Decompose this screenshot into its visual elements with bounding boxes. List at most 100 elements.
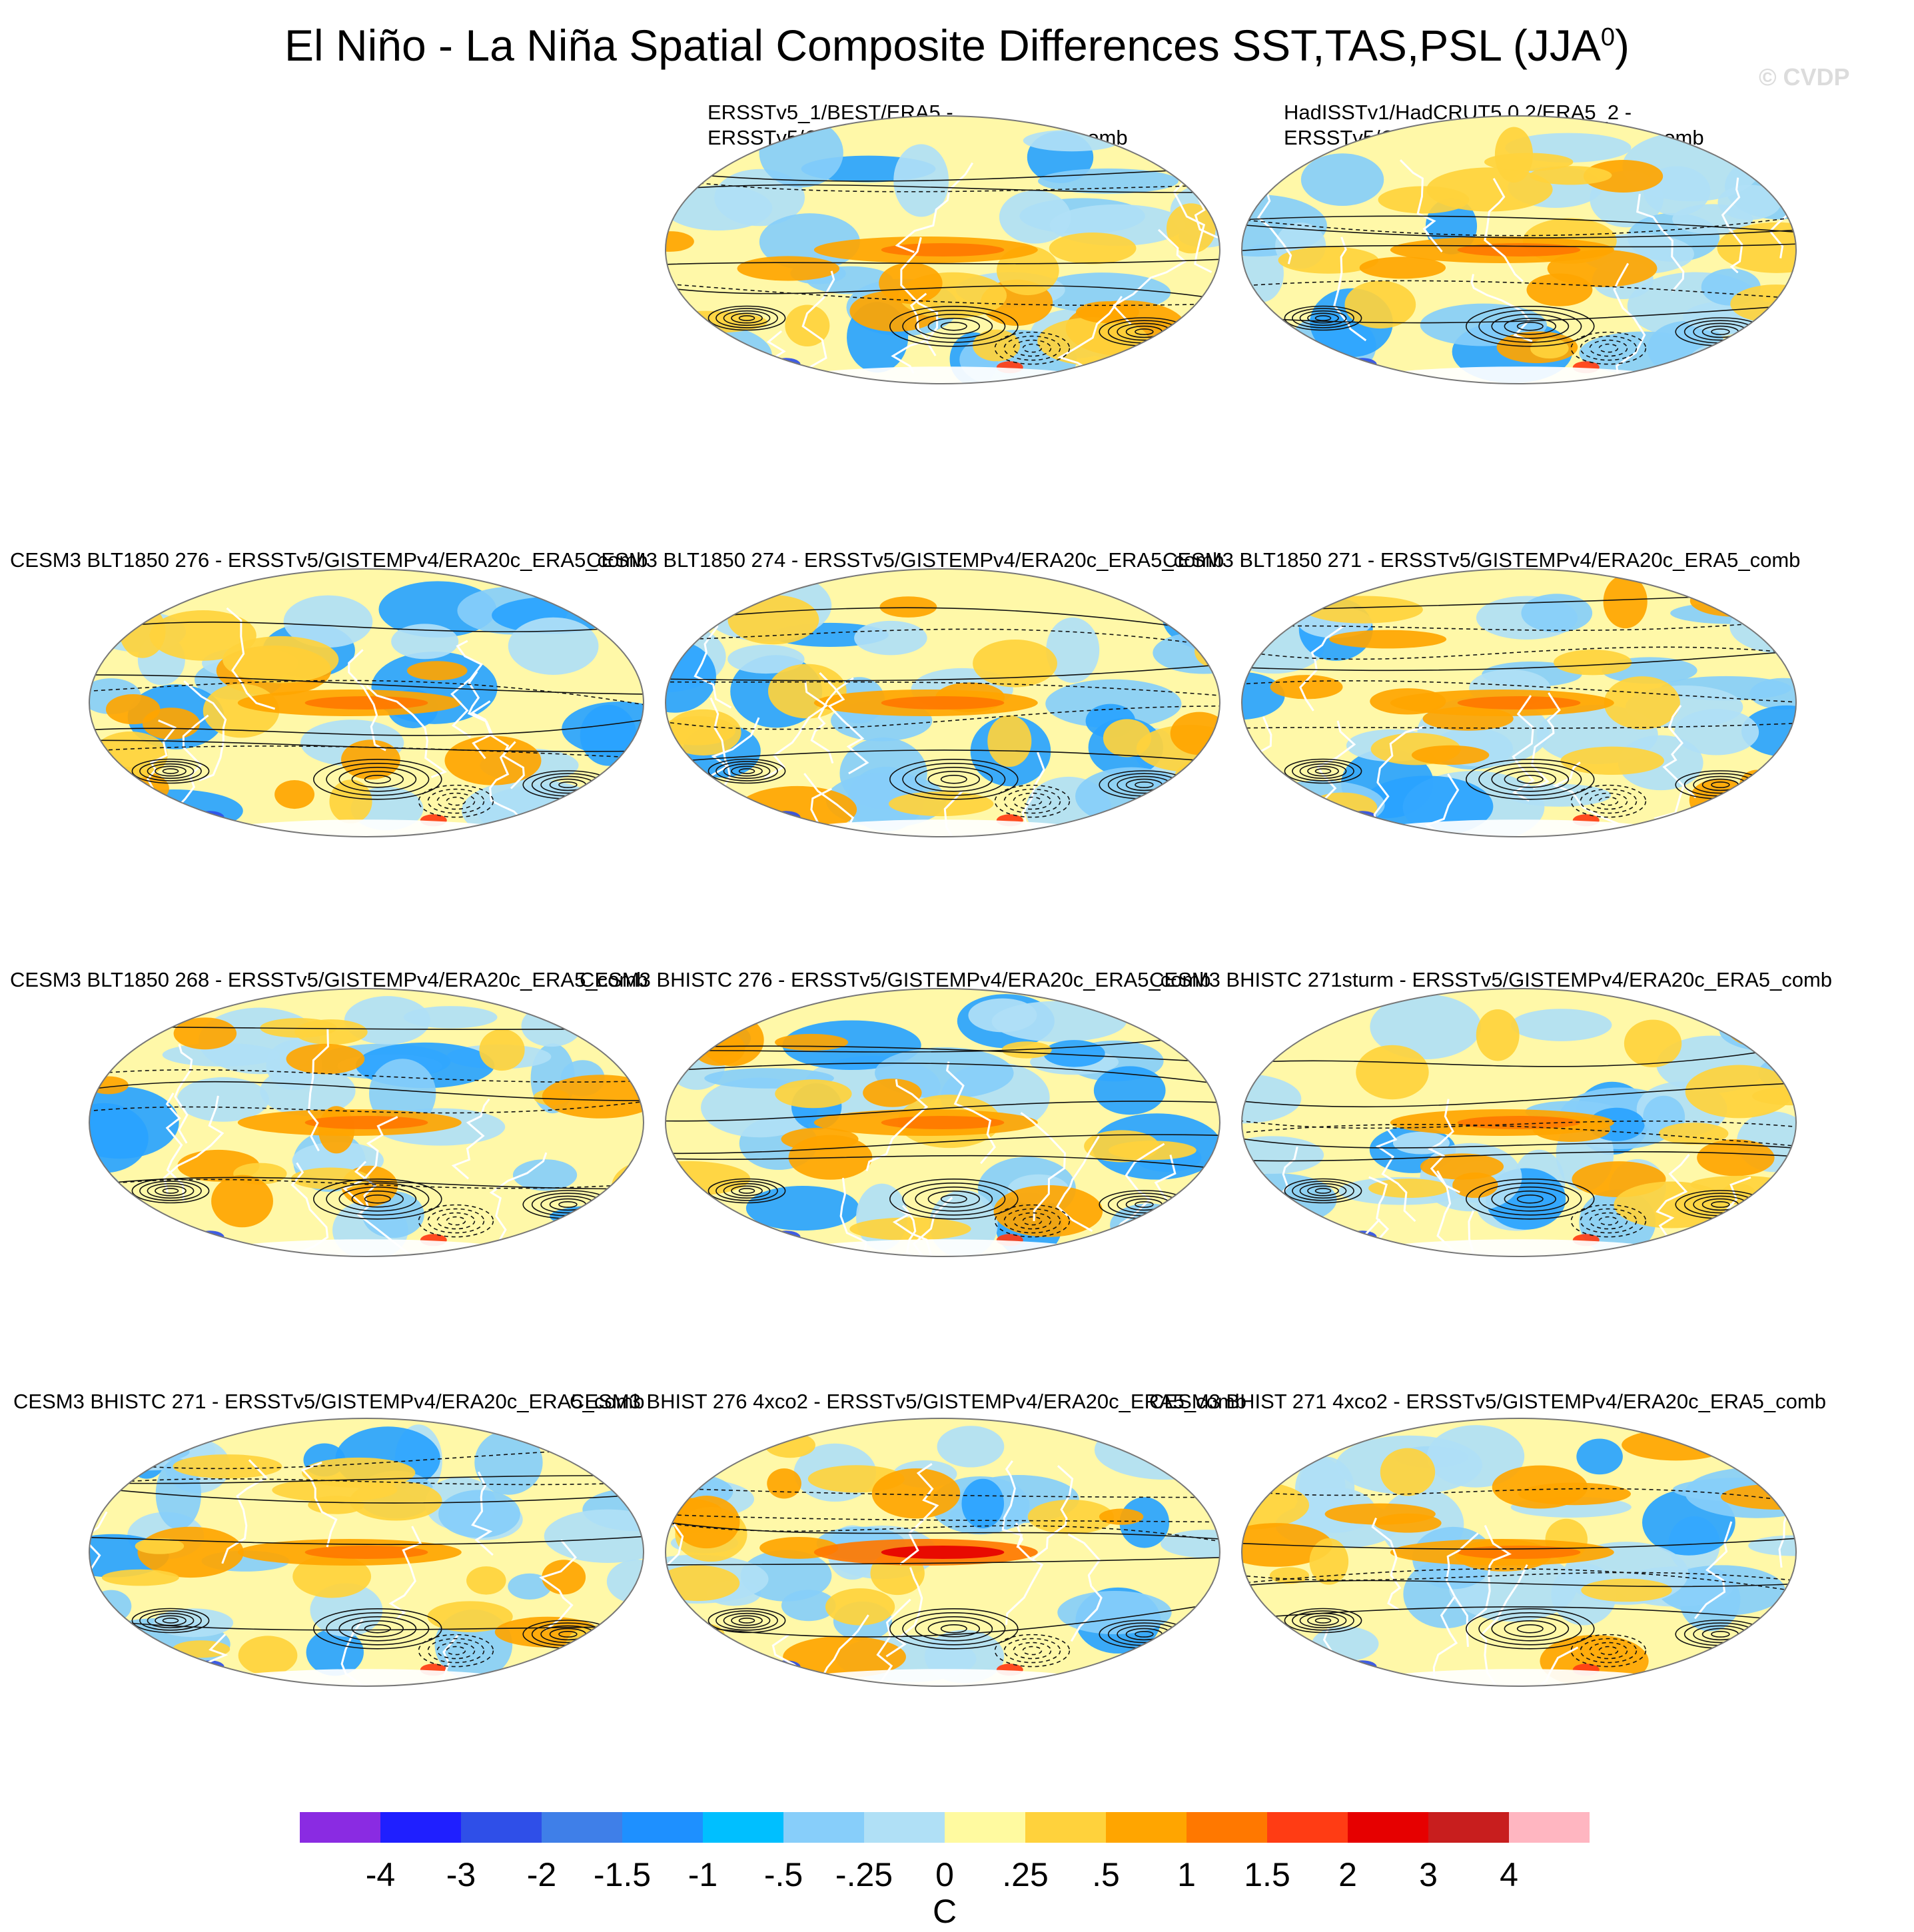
warm-anomaly-patch bbox=[1518, 1482, 1632, 1506]
colorbar-swatch bbox=[300, 1812, 380, 1843]
warm-anomaly-patch bbox=[1374, 1513, 1442, 1533]
psl-contour bbox=[716, 308, 778, 328]
panel-title: CESM3 BHISTC 276 - ERSSTv5/GISTEMPv4/ERA… bbox=[580, 967, 1211, 993]
panel-title-line: CESM3 BHISTC 276 - ERSSTv5/GISTEMPv4/ERA… bbox=[580, 968, 1211, 991]
psl-contour bbox=[338, 766, 417, 792]
map-panel bbox=[663, 986, 1222, 1262]
coastline bbox=[432, 1634, 464, 1686]
colorbar-swatch bbox=[945, 1812, 1025, 1843]
panel-title-line: CESM3 BHISTC 271sturm - ERSSTv5/GISTEMPv… bbox=[1149, 968, 1833, 991]
psl-contour bbox=[1504, 1190, 1556, 1208]
psl-contour bbox=[915, 766, 993, 792]
psl-contour bbox=[708, 1178, 786, 1204]
psl-contour-line bbox=[666, 1045, 1220, 1063]
psl-contour-line bbox=[1242, 1045, 1796, 1067]
psl-contour bbox=[731, 1615, 763, 1626]
psl-contour bbox=[1284, 305, 1362, 331]
psl-contour bbox=[1299, 310, 1347, 326]
psl-contour bbox=[1465, 758, 1595, 800]
cool-anomaly-patch bbox=[666, 640, 716, 713]
coastline bbox=[226, 607, 276, 710]
colorbar-tick-label: 4 bbox=[1500, 1856, 1518, 1893]
cool-anomaly-patch bbox=[1045, 679, 1182, 728]
psl-contour bbox=[558, 1201, 578, 1208]
cool-anomaly-patch bbox=[580, 704, 637, 766]
cool-anomaly-patch bbox=[1093, 1066, 1166, 1115]
psl-contour bbox=[1478, 1612, 1582, 1646]
warm-anomaly-patch bbox=[765, 1432, 815, 1458]
psl-contour bbox=[723, 1612, 771, 1629]
warm-anomaly-patch bbox=[542, 1075, 644, 1119]
psl-contour-line bbox=[1242, 619, 1796, 631]
psl-contour bbox=[1516, 321, 1544, 331]
warm-anomaly-patch bbox=[767, 1468, 801, 1499]
psl-contour bbox=[940, 774, 967, 784]
colorbar-tick-label: -.25 bbox=[835, 1856, 893, 1893]
psl-contour bbox=[1478, 762, 1582, 796]
colorbar-tick-label: -2 bbox=[526, 1856, 557, 1893]
coastline bbox=[1730, 1214, 1751, 1256]
cool-anomaly-patch bbox=[177, 1077, 269, 1122]
psl-contour-line bbox=[1242, 646, 1796, 660]
warm-anomaly-patch bbox=[1739, 769, 1775, 801]
cool-anomaly-patch bbox=[1023, 129, 1121, 152]
cool-anomaly-patch bbox=[602, 1220, 644, 1242]
coastline bbox=[174, 1044, 193, 1144]
warm-anomaly-patch bbox=[274, 779, 315, 809]
psl-contour bbox=[162, 1618, 179, 1624]
equatorial-warm-core bbox=[304, 696, 428, 710]
warm-anomaly-patch bbox=[1697, 1139, 1775, 1177]
colorbar-swatch bbox=[1348, 1812, 1428, 1843]
coastline bbox=[1067, 1533, 1103, 1642]
psl-contour bbox=[147, 763, 195, 779]
warm-anomaly-patch bbox=[1076, 301, 1139, 323]
cool-anomaly-patch bbox=[1043, 1040, 1105, 1067]
cool-anomaly-patch bbox=[937, 1426, 1005, 1468]
psl-contour-line bbox=[89, 1446, 644, 1470]
warm-anomaly-patch bbox=[1027, 1499, 1114, 1534]
warm-anomaly-patch bbox=[774, 1033, 849, 1051]
coastline bbox=[1056, 1135, 1100, 1232]
psl-negative-contour bbox=[994, 1634, 1071, 1668]
cool-anomaly-patch bbox=[1370, 994, 1482, 1060]
psl-contour bbox=[558, 781, 578, 788]
warm-anomaly-patch bbox=[1344, 280, 1416, 329]
warm-anomaly-patch bbox=[1368, 1179, 1450, 1198]
coastline bbox=[538, 1539, 577, 1631]
colorbar-swatch bbox=[783, 1812, 864, 1843]
warm-anomaly-patch bbox=[1476, 1009, 1520, 1061]
psl-contour bbox=[738, 315, 755, 321]
psl-contour bbox=[131, 758, 210, 784]
psl-contour-line bbox=[1242, 1572, 1796, 1582]
psl-contour bbox=[889, 1178, 1019, 1220]
coastline bbox=[1552, 761, 1620, 833]
psl-contour bbox=[1491, 1186, 1570, 1212]
psl-contour bbox=[364, 774, 391, 784]
psl-contour bbox=[1314, 1618, 1332, 1624]
psl-contour-line bbox=[89, 674, 644, 695]
psl-contour bbox=[1284, 758, 1362, 784]
cool-anomaly-patch bbox=[740, 1550, 832, 1602]
coastline bbox=[89, 1090, 90, 1182]
psl-contour-line bbox=[1242, 1120, 1796, 1129]
colorbar-swatch bbox=[1106, 1812, 1187, 1843]
psl-contour bbox=[312, 1178, 442, 1220]
composite-map bbox=[665, 1418, 1220, 1687]
warm-anomaly-patch bbox=[427, 1601, 513, 1632]
coastline bbox=[1021, 751, 1056, 837]
warm-anomaly-patch bbox=[105, 694, 161, 725]
warm-anomaly-patch bbox=[1049, 233, 1137, 264]
psl-contour-line bbox=[89, 1475, 644, 1484]
psl-contour bbox=[723, 763, 771, 779]
cool-anomaly-patch bbox=[1658, 1565, 1785, 1616]
psl-contour-line bbox=[1242, 1580, 1796, 1588]
warm-anomaly-patch bbox=[1411, 745, 1490, 765]
psl-contour bbox=[155, 765, 187, 777]
psl-contour bbox=[927, 1620, 980, 1638]
warm-anomaly-patch bbox=[135, 1538, 185, 1554]
cool-anomaly-patch bbox=[961, 1478, 1005, 1529]
psl-contour bbox=[1465, 1178, 1595, 1220]
equatorial-warm-core bbox=[1457, 696, 1581, 710]
cool-anomaly-patch bbox=[1242, 672, 1285, 720]
composite-map bbox=[1241, 568, 1797, 837]
